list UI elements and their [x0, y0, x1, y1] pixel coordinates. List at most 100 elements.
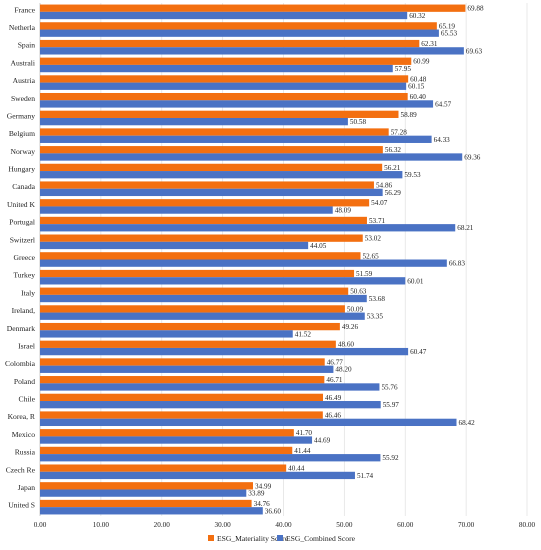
materiality-bar — [40, 269, 355, 278]
combined-bar — [40, 489, 247, 497]
value-label: 56.32 — [385, 146, 402, 154]
combined-bar — [40, 100, 434, 108]
value-label: 59.53 — [404, 171, 421, 179]
category-label: Australi — [11, 58, 35, 67]
category-label: Canada — [12, 182, 35, 191]
category-label: Chile — [19, 395, 36, 404]
value-label: 44.69 — [314, 436, 331, 444]
value-label: 55.92 — [382, 454, 399, 462]
value-label: 53.71 — [369, 217, 386, 225]
category-label: Switzerl — [10, 235, 35, 244]
category-label: Mexico — [12, 430, 35, 439]
materiality-bar — [40, 322, 340, 331]
value-label: 62.31 — [421, 40, 438, 48]
category-label: France — [14, 5, 35, 14]
value-label: 58.89 — [400, 111, 417, 119]
value-label: 66.83 — [449, 260, 466, 268]
combined-bar — [40, 294, 367, 303]
value-label: 55.76 — [381, 383, 398, 391]
combined-bar — [40, 117, 348, 126]
materiality-bar — [40, 4, 466, 12]
combined-bar — [40, 471, 355, 480]
x-tick-label: 60.00 — [397, 521, 414, 529]
category-label: Spain — [18, 41, 36, 50]
materiality-bar — [40, 482, 254, 490]
materiality-bar — [40, 499, 252, 508]
category-label: Russia — [15, 448, 36, 457]
value-label: 50.58 — [350, 118, 367, 126]
value-label: 69.63 — [466, 47, 483, 55]
value-label: 64.33 — [434, 136, 451, 144]
value-label: 34.99 — [255, 482, 272, 490]
category-label: Korea, R — [8, 412, 36, 421]
x-axis-ticks: 0.00 10.00 20.00 30.00 40.00 50.00 60.00 70.00 8… — [34, 521, 536, 529]
value-label: 41.52 — [295, 330, 312, 338]
category-label: Colombia — [5, 359, 36, 368]
combined-bar — [40, 436, 313, 444]
combined-bar — [40, 64, 393, 73]
materiality-bar — [40, 75, 409, 83]
value-label: 46.77 — [327, 358, 344, 366]
value-label: 53.35 — [367, 313, 384, 321]
category-label: Austria — [13, 76, 36, 85]
value-label: 52.65 — [363, 252, 380, 260]
materiality-bar — [40, 393, 324, 402]
materiality-bar — [40, 22, 437, 30]
x-tick-label: 0.00 — [34, 521, 47, 529]
value-label: 60.15 — [408, 83, 425, 91]
combined-bar — [40, 507, 263, 515]
value-label: 36.60 — [265, 507, 282, 515]
combined-bar — [40, 401, 381, 409]
x-tick-label: 80.00 — [519, 521, 536, 529]
value-label: 60.40 — [410, 93, 427, 101]
materiality-bar — [40, 39, 420, 48]
combined-bar — [40, 171, 403, 179]
value-label: 53.02 — [365, 235, 382, 243]
materiality-bar — [40, 464, 287, 472]
combined-bar — [40, 454, 381, 462]
value-label: 54.86 — [376, 182, 393, 190]
category-label: Turkey — [13, 271, 35, 280]
value-label: 56.29 — [385, 189, 402, 197]
value-label: 57.95 — [395, 65, 412, 73]
materiality-bar — [40, 305, 345, 313]
category-label: Ireland, — [12, 306, 36, 315]
combined-bar — [40, 188, 383, 197]
legend-swatch — [277, 535, 283, 541]
value-label: 44.05 — [310, 242, 327, 250]
category-label: Czech Re — [6, 465, 36, 474]
value-label: 51.74 — [357, 472, 374, 480]
combined-bar — [40, 330, 293, 338]
value-label: 40.44 — [288, 465, 305, 473]
value-label: 50.09 — [347, 305, 364, 313]
value-label: 65.19 — [439, 22, 456, 30]
value-label: 68.21 — [457, 224, 474, 232]
combined-bar — [40, 383, 380, 391]
x-tick-label: 20.00 — [154, 521, 171, 529]
category-label: Portugal — [9, 218, 35, 227]
materiality-bar — [40, 446, 293, 455]
value-label: 65.53 — [441, 30, 458, 38]
combined-bar — [40, 365, 334, 373]
combined-bar — [40, 206, 333, 214]
category-label: Netherla — [9, 23, 36, 32]
value-label: 46.46 — [325, 412, 342, 420]
category-label: Poland — [14, 377, 35, 386]
value-label: 68.42 — [459, 419, 476, 427]
x-tick-label: 70.00 — [458, 521, 475, 529]
materiality-bar — [40, 287, 349, 295]
category-label: Israel — [18, 341, 35, 350]
value-label: 54.07 — [371, 199, 388, 207]
value-label: 53.68 — [369, 295, 386, 303]
x-tick-label: 30.00 — [215, 521, 232, 529]
category-label: Italy — [21, 288, 35, 297]
combined-bar — [40, 153, 463, 161]
category-label: Japan — [18, 483, 35, 492]
materiality-bar — [40, 199, 370, 207]
category-label: Sweden — [11, 94, 35, 103]
materiality-bar — [40, 163, 383, 172]
category-label: Denmark — [7, 324, 35, 333]
materiality-bar — [40, 181, 374, 189]
